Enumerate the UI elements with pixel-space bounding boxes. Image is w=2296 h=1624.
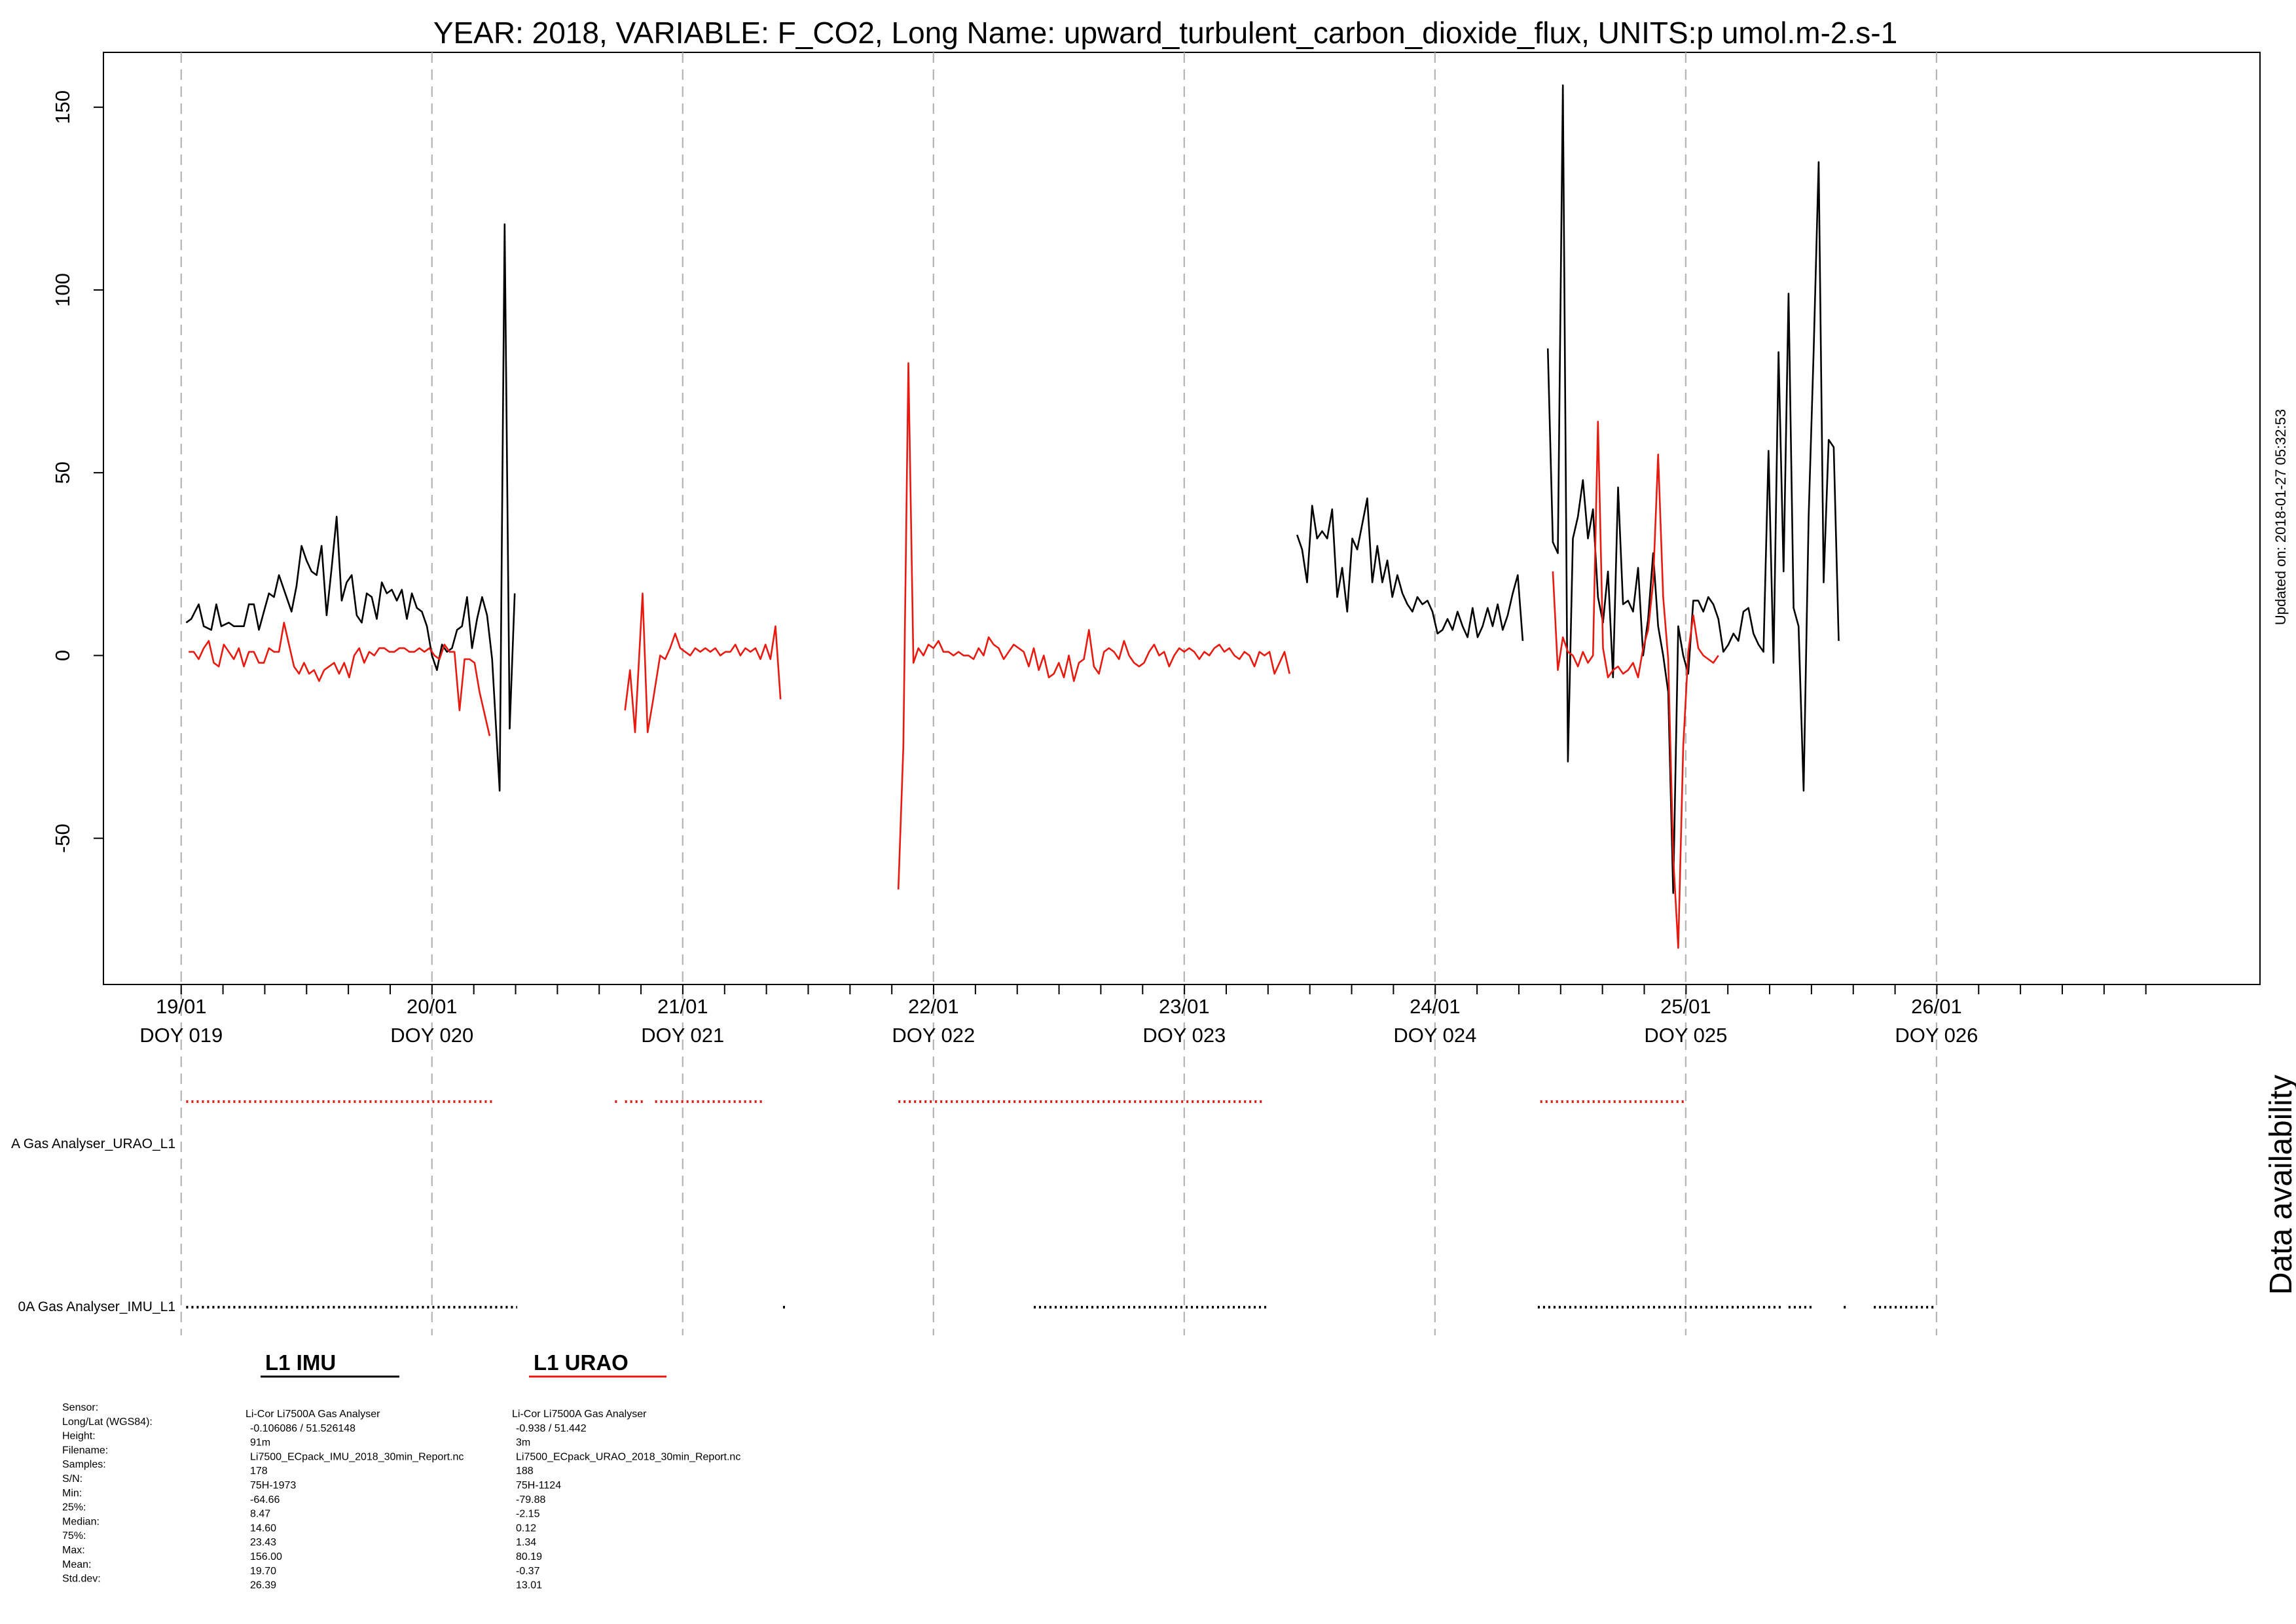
stats-imu-value: Li7500_ECpack_IMU_2018_30min_Report.nc — [250, 1451, 464, 1462]
x-tick-date: 26/01 — [1911, 995, 1962, 1018]
stats-imu-value: 19.70 — [250, 1566, 276, 1577]
y-tick-label: 50 — [51, 461, 74, 484]
updated-timestamp: Updated on: 2018-01-27 05:32:53 — [2272, 409, 2289, 625]
y-tick-label: -50 — [51, 823, 74, 853]
stats-label: 25%: — [62, 1502, 86, 1513]
stats-urao-value: 188 — [516, 1466, 534, 1477]
stats-imu-value: -64.66 — [250, 1494, 280, 1506]
stats-imu-value: 23.43 — [250, 1537, 276, 1548]
series-line-l1-urao — [189, 621, 491, 736]
series-line-l1-urao — [897, 362, 1290, 890]
series-line-l1-imu — [185, 223, 516, 792]
stats-imu-value: Li-Cor Li7500A Gas Analyser — [246, 1409, 380, 1420]
stats-urao-value: Li-Cor Li7500A Gas Analyser — [512, 1409, 647, 1420]
x-tick-date: 19/01 — [156, 995, 207, 1018]
series-line-l1-urao — [624, 592, 782, 733]
x-tick-date: 22/01 — [908, 995, 959, 1018]
x-tick-doy: DOY 020 — [390, 1024, 473, 1047]
x-tick-doy: DOY 025 — [1644, 1024, 1727, 1047]
stats-label: Mean: — [62, 1559, 91, 1570]
x-tick-date: 21/01 — [657, 995, 708, 1018]
stats-urao-value: Li7500_ECpack_URAO_2018_30min_Report.nc — [516, 1451, 740, 1462]
x-tick-doy: DOY 024 — [1393, 1024, 1476, 1047]
stats-imu-value: 75H-1973 — [250, 1480, 296, 1491]
y-tick-label: 100 — [51, 273, 74, 307]
stats-label: Samples: — [62, 1459, 106, 1470]
y-axis: 150 100 50 0 -50 — [51, 90, 103, 853]
x-tick-doy: DOY 019 — [139, 1024, 223, 1047]
stats-label: Filename: — [62, 1445, 108, 1456]
x-tick-doy: DOY 023 — [1142, 1024, 1226, 1047]
availability-title: Data availability — [2264, 1075, 2296, 1295]
x-tick-date: 23/01 — [1159, 995, 1210, 1018]
series-line-l1-urao — [1552, 420, 1719, 949]
availability-urao-label: A Gas Analyser_URAO_L1 — [11, 1136, 175, 1151]
y-tick-label: 0 — [51, 650, 74, 661]
stats-imu-value: 156.00 — [250, 1551, 282, 1562]
x-tick-date: 25/01 — [1660, 995, 1711, 1018]
x-tick-doy: DOY 021 — [641, 1024, 724, 1047]
stats-imu-value: -0.106086 / 51.526148 — [250, 1423, 355, 1434]
stats-urao-value: -79.88 — [516, 1494, 545, 1506]
x-tick-doy: DOY 026 — [1895, 1024, 1978, 1047]
x-tick-date: 24/01 — [1410, 995, 1461, 1018]
x-tick-date: 20/01 — [407, 995, 458, 1018]
stats-imu-value: 178 — [250, 1466, 268, 1477]
stats-label: Long/Lat (WGS84): — [62, 1416, 153, 1428]
day-gridlines — [180, 52, 1937, 1335]
legend: L1 IMU L1 URAO — [261, 1350, 666, 1378]
plot-frame — [103, 52, 2261, 985]
stats-label: Std.dev: — [62, 1574, 101, 1585]
legend-label-imu: L1 IMU — [265, 1350, 336, 1375]
statistics-table: Sensor: Li-Cor Li7500A Gas Analyser Li-Cor… — [62, 1402, 740, 1591]
stats-urao-value: 3m — [516, 1437, 530, 1449]
series-line-l1-imu — [1296, 497, 1524, 641]
stats-label: 75%: — [62, 1530, 86, 1542]
series-layer — [185, 84, 1840, 949]
series-line-l1-imu — [1546, 84, 1840, 894]
stats-imu-value: 8.47 — [250, 1509, 270, 1520]
legend-label-urao: L1 URAO — [534, 1350, 629, 1375]
stats-label: Median: — [62, 1516, 100, 1527]
stats-urao-value: -0.938 / 51.442 — [516, 1423, 587, 1434]
stats-imu-value: 26.39 — [250, 1580, 276, 1591]
legend-item-urao: L1 URAO — [529, 1350, 666, 1378]
stats-imu-value: 14.60 — [250, 1523, 276, 1534]
availability-imu-label: 0A Gas Analyser_IMU_L1 — [18, 1299, 175, 1314]
stats-urao-value: 13.01 — [516, 1580, 542, 1591]
legend-item-imu: L1 IMU — [261, 1350, 399, 1378]
stats-urao-value: -2.15 — [516, 1509, 540, 1520]
x-tick-doy: DOY 022 — [892, 1024, 975, 1047]
stats-label: Sensor: — [62, 1402, 98, 1413]
stats-label: Height: — [62, 1431, 96, 1442]
stats-urao-value: 1.34 — [516, 1537, 536, 1548]
stats-urao-value: 0.12 — [516, 1523, 536, 1534]
stats-urao-value: -0.37 — [516, 1566, 540, 1577]
stats-urao-value: 80.19 — [516, 1551, 542, 1562]
stats-imu-value: 91m — [250, 1437, 270, 1449]
data-availability-panel: A Gas Analyser_URAO_L1 0A Gas Analyser_I… — [11, 1075, 2296, 1314]
stats-label: Min: — [62, 1488, 82, 1499]
stats-label: S/N: — [62, 1473, 82, 1485]
chart-title: YEAR: 2018, VARIABLE: F_CO2, Long Name: … — [433, 16, 1897, 50]
x-axis: 19/01 DOY 019 20/01 DOY 020 21/01 DOY 021 22/0… — [139, 984, 2147, 1047]
y-tick-label: 150 — [51, 90, 74, 124]
stats-label: Max: — [62, 1545, 85, 1556]
stats-urao-value: 75H-1124 — [516, 1480, 561, 1491]
